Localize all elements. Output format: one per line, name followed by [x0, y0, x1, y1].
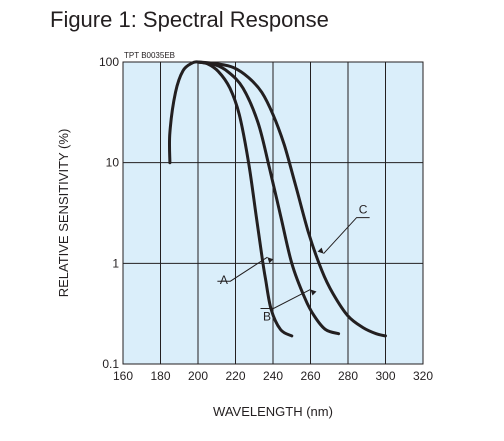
- y-tick-label: 10: [106, 156, 120, 170]
- x-axis-title: WAVELENGTH (nm): [213, 404, 333, 419]
- tick-labels: 160 180 200 220 240 260 280 300 320 0.1 1 10 100: [99, 55, 433, 383]
- leader-c: [323, 217, 370, 254]
- x-tick-label: 220: [225, 369, 245, 383]
- grid: [122, 61, 424, 365]
- curve-c: [196, 60, 387, 338]
- code-label: TPT B0035EB: [124, 51, 175, 60]
- y-tick-label: 0.1: [102, 357, 119, 371]
- x-tick-label: 300: [375, 369, 395, 383]
- y-axis-title: RELATIVE SENSITIVITY (%): [56, 129, 71, 298]
- curve-label-c: C: [359, 203, 368, 217]
- curve-annotations: A B C: [217, 203, 370, 323]
- leader-arrowhead-c: [317, 247, 324, 254]
- x-tick-label: 160: [113, 369, 133, 383]
- x-tick-label: 240: [263, 369, 283, 383]
- figure-title: Figure 1: Spectral Response: [50, 7, 329, 32]
- leader-a: [217, 256, 268, 282]
- y-tick-label: 100: [99, 55, 119, 69]
- x-tick-label: 320: [413, 369, 433, 383]
- y-tick-label: 1: [112, 256, 119, 270]
- curve-a: [167, 60, 294, 338]
- curve-label-b: B: [263, 309, 271, 323]
- x-tick-label: 280: [338, 369, 358, 383]
- leader-arrowhead-b: [310, 289, 317, 296]
- leader-b: [260, 289, 311, 309]
- x-tick-label: 200: [188, 369, 208, 383]
- x-tick-label: 180: [150, 369, 170, 383]
- curve-b: [196, 60, 341, 336]
- leader-arrowhead-a: [267, 257, 274, 264]
- curve-label-a: A: [220, 273, 228, 287]
- curves: [167, 60, 387, 338]
- x-tick-label: 260: [300, 369, 320, 383]
